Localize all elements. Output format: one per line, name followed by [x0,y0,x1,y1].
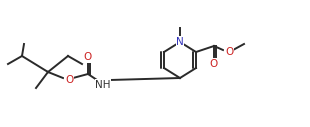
Text: NH: NH [95,80,111,90]
Text: O: O [225,47,233,57]
Text: O: O [65,75,73,85]
Text: O: O [84,52,92,62]
Text: O: O [210,59,218,69]
Text: N: N [176,37,184,47]
